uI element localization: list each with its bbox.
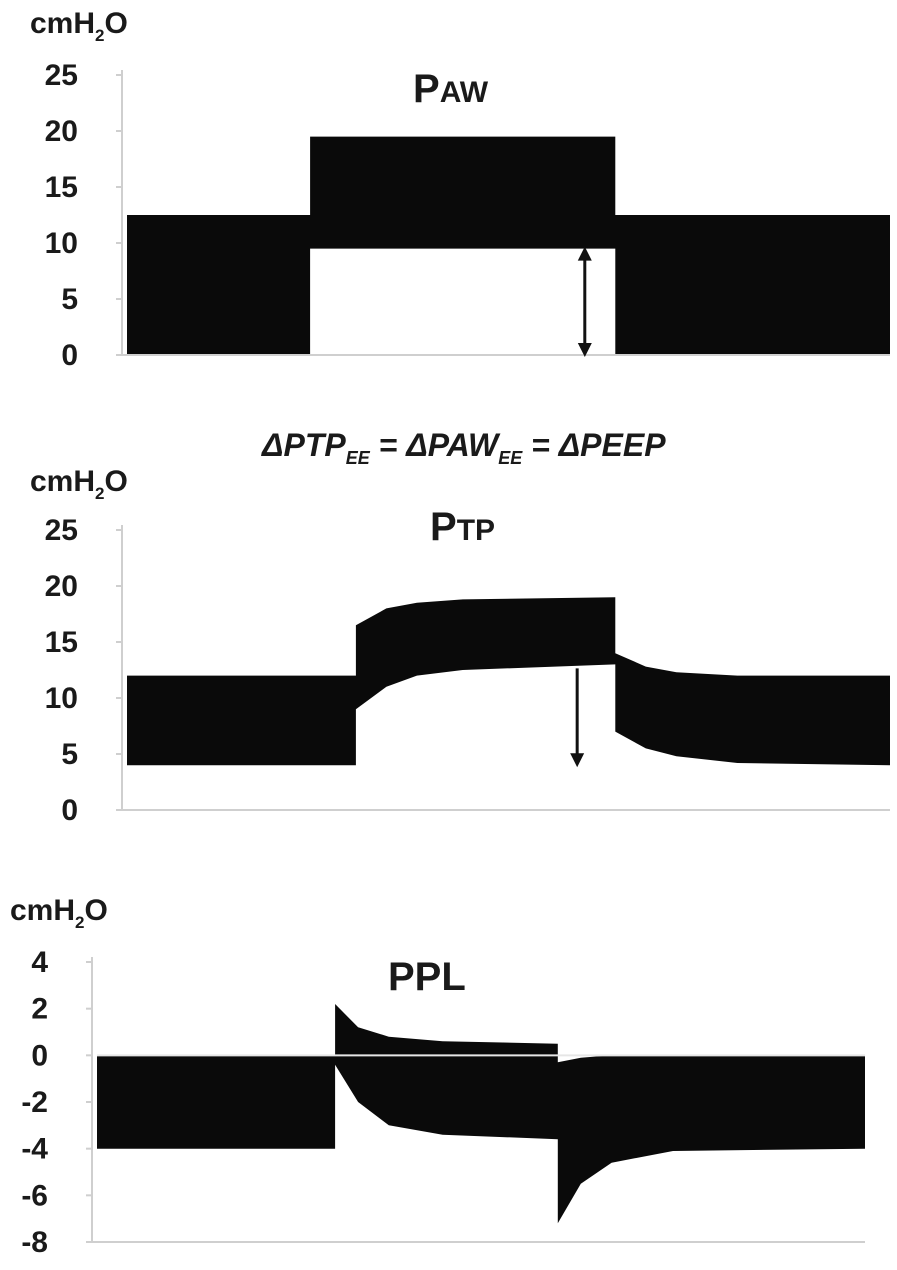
ppl-pressure-band <box>97 1004 865 1224</box>
paw-y-tick-label: 25 <box>45 59 78 92</box>
ppl-title: PPL <box>388 955 466 999</box>
ptp-arrowhead-down <box>570 753 585 768</box>
ptp-y-tick-label: 15 <box>45 626 78 659</box>
paw-y-tick-label: 10 <box>45 227 78 260</box>
paw-arrowhead-down <box>577 343 592 357</box>
ptp-y-tick-label: 10 <box>45 682 78 715</box>
paw-title: PAW <box>413 67 489 111</box>
ppl-y-tick-label: 4 <box>31 946 48 979</box>
ptp-panel: cmH2O PTP 0 5 10 15 20 25 <box>30 465 890 827</box>
ptp-pressure-band <box>127 597 890 766</box>
ppl-y-tick-label: 0 <box>31 1039 48 1072</box>
ptp-y-tick-label: 5 <box>61 738 78 771</box>
paw-panel: cmH2O PAW 0 5 10 15 20 25 <box>30 7 890 372</box>
ppl-unit-label: cmH2O <box>10 894 108 932</box>
paw-unit-label: cmH2O <box>30 7 128 45</box>
ptp-y-tick-label: 0 <box>61 794 78 827</box>
paw-y-tick-label: 0 <box>61 339 78 372</box>
ptp-title: PTP <box>430 505 495 549</box>
ptp-unit-label: cmH2O <box>30 465 128 503</box>
ppl-y-tick-label: -2 <box>21 1086 48 1119</box>
delta-equation: ΔPTPEE = ΔPAWEE = ΔPEEP <box>261 427 666 468</box>
ppl-panel: cmH2O PPL -8 -6 -4 -2 0 2 4 <box>10 894 865 1259</box>
paw-pressure-band <box>127 136 890 355</box>
ppl-y-tick-label: 2 <box>31 993 48 1026</box>
paw-arrowhead-up <box>577 246 592 261</box>
ptp-y-tick-label: 20 <box>45 570 78 603</box>
ppl-y-tick-label: -6 <box>21 1179 48 1212</box>
paw-y-tick-label: 20 <box>45 115 78 148</box>
ppl-y-tick-label: -8 <box>21 1226 48 1259</box>
paw-y-tick-label: 15 <box>45 171 78 204</box>
paw-y-tick-label: 5 <box>61 283 78 316</box>
ppl-y-tick-label: -4 <box>21 1133 48 1166</box>
ptp-y-tick-label: 25 <box>45 514 78 547</box>
